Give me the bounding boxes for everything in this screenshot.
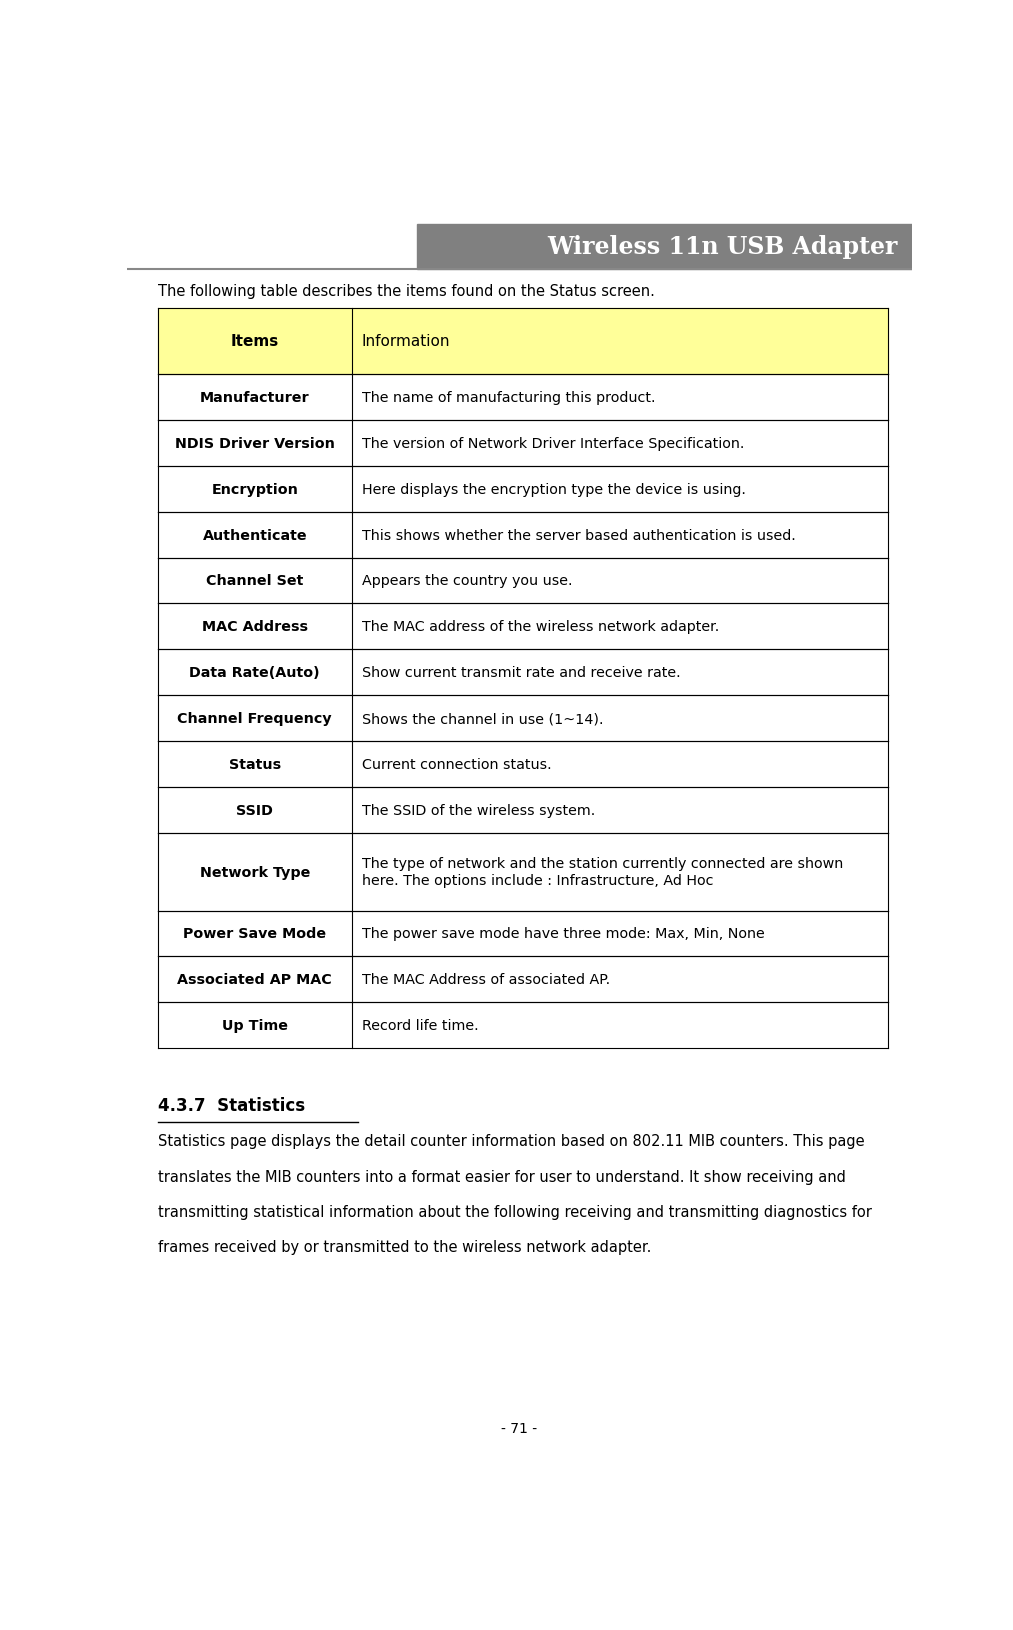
Bar <box>417 225 912 269</box>
Text: Channel Set: Channel Set <box>206 574 304 588</box>
Text: 4.3.7  Statistics: 4.3.7 Statistics <box>158 1095 305 1113</box>
Text: Statistics page displays the detail counter information based on 802.11 MIB coun: Statistics page displays the detail coun… <box>158 1134 865 1149</box>
Text: Information: Information <box>362 334 450 349</box>
Text: The power save mode have three mode: Max, Min, None: The power save mode have three mode: Max… <box>362 927 765 941</box>
Text: The name of manufacturing this product.: The name of manufacturing this product. <box>362 391 655 404</box>
Text: The following table describes the items found on the Status screen.: The following table describes the items … <box>158 284 654 298</box>
Text: SSID: SSID <box>236 804 274 817</box>
Text: Authenticate: Authenticate <box>203 528 307 543</box>
Text: Here displays the encryption type the device is using.: Here displays the encryption type the de… <box>362 482 746 497</box>
Text: Network Type: Network Type <box>200 866 310 879</box>
Text: - 71 -: - 71 - <box>501 1421 537 1434</box>
Text: frames received by or transmitted to the wireless network adapter.: frames received by or transmitted to the… <box>158 1239 651 1253</box>
Text: Data Rate(Auto): Data Rate(Auto) <box>189 665 320 680</box>
Text: This shows whether the server based authentication is used.: This shows whether the server based auth… <box>362 528 795 543</box>
Text: The version of Network Driver Interface Specification.: The version of Network Driver Interface … <box>362 437 745 452</box>
Text: Manufacturer: Manufacturer <box>200 391 310 404</box>
Text: Power Save Mode: Power Save Mode <box>183 927 326 941</box>
Text: Shows the channel in use (1~14).: Shows the channel in use (1~14). <box>362 712 603 725</box>
Text: Up Time: Up Time <box>222 1019 288 1032</box>
Text: Appears the country you use.: Appears the country you use. <box>362 574 572 588</box>
Text: Show current transmit rate and receive rate.: Show current transmit rate and receive r… <box>362 665 681 680</box>
Text: Record life time.: Record life time. <box>362 1019 478 1032</box>
Text: translates the MIB counters into a format easier for user to understand. It show: translates the MIB counters into a forma… <box>158 1169 846 1183</box>
Text: Encryption: Encryption <box>212 482 298 497</box>
Text: Wireless 11n USB Adapter: Wireless 11n USB Adapter <box>547 235 898 259</box>
Text: Associated AP MAC: Associated AP MAC <box>177 973 332 986</box>
Text: NDIS Driver Version: NDIS Driver Version <box>175 437 334 452</box>
Text: Items: Items <box>231 334 279 349</box>
Bar <box>158 308 888 375</box>
Text: Current connection status.: Current connection status. <box>362 758 551 771</box>
Text: transmitting statistical information about the following receiving and transmitt: transmitting statistical information abo… <box>158 1205 872 1219</box>
Text: The SSID of the wireless system.: The SSID of the wireless system. <box>362 804 595 817</box>
Text: Status: Status <box>229 758 281 771</box>
Text: The MAC address of the wireless network adapter.: The MAC address of the wireless network … <box>362 619 719 634</box>
Text: MAC Address: MAC Address <box>202 619 308 634</box>
Text: The MAC Address of associated AP.: The MAC Address of associated AP. <box>362 973 610 986</box>
Text: The type of network and the station currently connected are shown
here. The opti: The type of network and the station curr… <box>362 857 843 887</box>
Text: Channel Frequency: Channel Frequency <box>177 712 332 725</box>
